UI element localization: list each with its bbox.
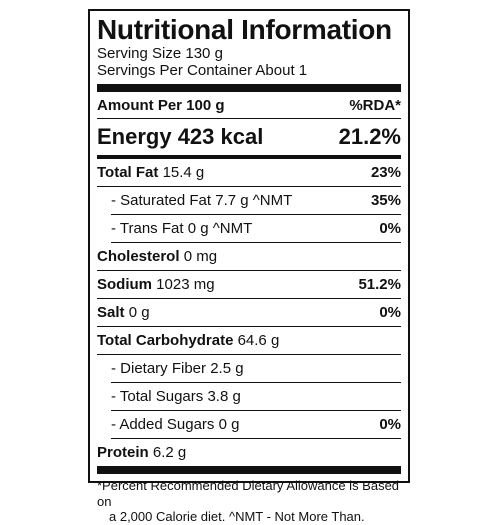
nutrient-name: - Trans Fat: [111, 220, 184, 237]
energy-row: Energy 423 kcal 21.2%: [97, 119, 401, 155]
nutrient-amount: 0 g ^NMT: [187, 220, 253, 237]
nutrient-name: - Total Sugars: [111, 388, 204, 405]
nutrient-name: Salt: [97, 304, 125, 321]
thick-divider: [97, 84, 401, 92]
nutrient-name: - Dietary Fiber: [111, 360, 207, 377]
nutrition-facts-panel: Nutritional Information Serving Size 130…: [88, 9, 410, 524]
nutrient-amount: 3.8 g: [207, 388, 241, 405]
nutrient-name: Protein: [97, 444, 149, 461]
rda-header: %RDA*: [349, 96, 401, 114]
nutrient-row-sodium: Sodium 1023 mg 51.2%: [97, 271, 401, 299]
nutrient-name: Sodium: [97, 276, 152, 293]
medium-divider: [97, 155, 401, 159]
nutrient-amount: 15.4 g: [162, 164, 205, 181]
nutrient-row-salt: Salt 0 g 0%: [97, 299, 401, 327]
nutrient-amount: 64.6 g: [237, 332, 280, 349]
nutrient-row-trans-fat: - Trans Fat 0 g ^NMT 0%: [111, 215, 401, 243]
nutrient-rda: 0%: [379, 416, 401, 433]
column-header-row: Amount Per 100 g %RDA*: [97, 92, 401, 119]
nutrient-amount: 0 g: [218, 416, 240, 433]
energy-label: Energy 423 kcal: [97, 124, 264, 149]
amount-per-header: Amount Per 100 g: [97, 96, 225, 114]
servings-per-container: Servings Per Container About 1: [97, 62, 308, 79]
nutrient-amount: 2.5 g: [210, 360, 244, 377]
nutrient-amount: 0 g: [128, 304, 150, 321]
nutrient-name: - Saturated Fat: [111, 192, 212, 209]
panel-title: Nutritional Information: [97, 14, 392, 45]
footnote-line-1: *Percent Recommended Dietary Allowance i…: [97, 478, 400, 509]
nutrient-name: Total Fat: [97, 164, 159, 181]
nutrient-rda: 51.2%: [358, 276, 401, 293]
nutrient-row-added-sugars: - Added Sugars 0 g 0%: [111, 411, 401, 439]
thick-divider: [97, 466, 401, 474]
serving-size: Serving Size 130 g: [97, 45, 223, 62]
nutrient-row-saturated-fat: - Saturated Fat 7.7 g ^NMT 35%: [111, 187, 401, 215]
nutrient-row-protein: Protein 6.2 g: [97, 439, 401, 466]
nutrient-rda: 0%: [379, 304, 401, 321]
nutrient-amount: 6.2 g: [152, 444, 187, 461]
nutrient-amount: 1023 mg: [156, 276, 215, 293]
nutrient-amount: 0 mg: [183, 248, 218, 265]
nutrient-row-cholesterol: Cholesterol 0 mg: [97, 243, 401, 271]
nutrient-rda: 35%: [370, 192, 401, 209]
nutrient-name: Total Carbohydrate: [97, 332, 234, 349]
footnote: *Percent Recommended Dietary Allowance i…: [97, 474, 401, 525]
nutrient-row-total-fat: Total Fat 15.4 g 23%: [97, 159, 401, 187]
nutrient-rda: 0%: [379, 220, 401, 237]
energy-rda: 21.2%: [338, 124, 401, 149]
nutrient-row-dietary-fiber: - Dietary Fiber 2.5 g: [111, 355, 401, 383]
nutrient-name: Cholesterol: [97, 248, 180, 265]
nutrient-row-total-sugars: - Total Sugars 3.8 g: [111, 383, 401, 411]
footnote-line-2: a 2,000 Calorie diet. ^NMT - Not More Th…: [109, 509, 365, 524]
nutrient-rda: 23%: [370, 164, 401, 181]
nutrient-row-total-carbohydrate: Total Carbohydrate 64.6 g: [97, 327, 401, 355]
nutrient-name: - Added Sugars: [111, 416, 215, 433]
nutrient-amount: 7.7 g ^NMT: [215, 192, 293, 209]
